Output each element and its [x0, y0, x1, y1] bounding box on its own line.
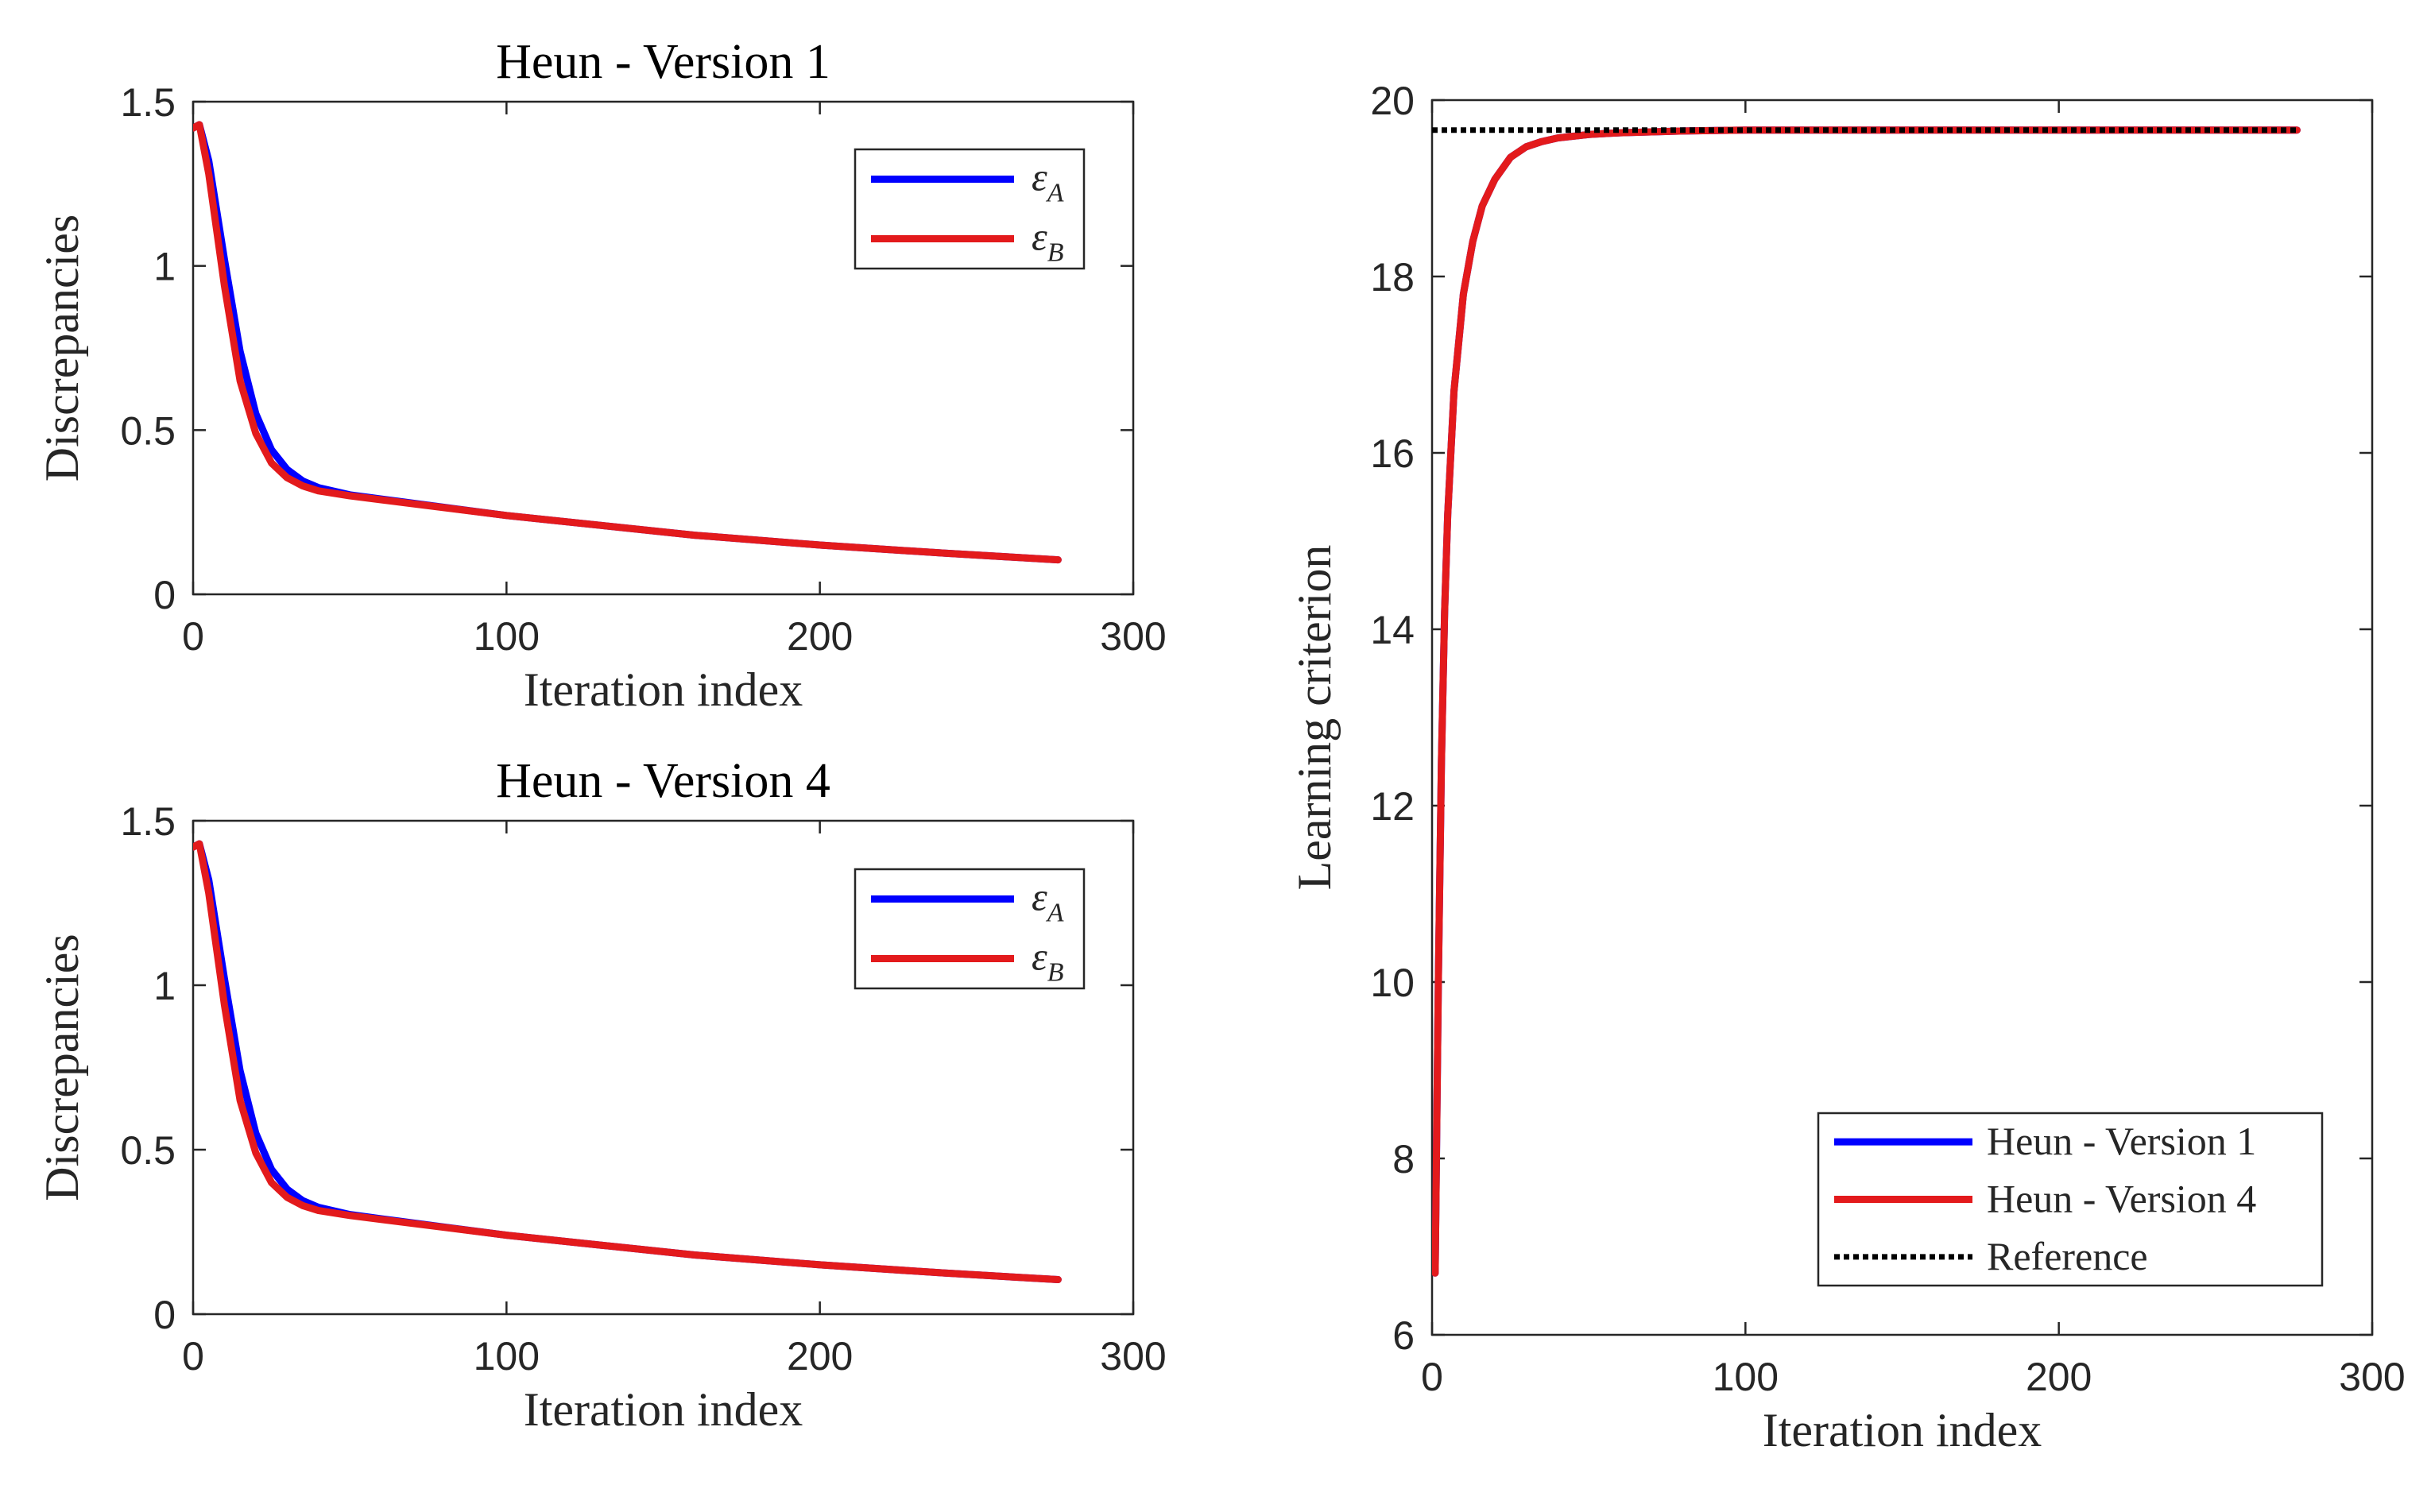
legend-label: Heun - Version 4 — [1987, 1177, 2256, 1221]
x-axis-label: Iteration index — [524, 1383, 803, 1436]
y-axis-label: Discrepancies — [36, 934, 88, 1201]
legend-symbol: ε — [1032, 934, 1047, 979]
legend-label: εA — [1032, 155, 1064, 208]
x-tick-label: 300 — [1100, 614, 1166, 659]
chart-title: Heun - Version 4 — [496, 754, 830, 808]
y-tick-label: 12 — [1370, 784, 1415, 829]
x-tick-label: 200 — [787, 1334, 853, 1379]
legend-box — [854, 868, 1086, 990]
axes-box — [192, 100, 1135, 596]
axes-box — [1430, 99, 2374, 1336]
y-tick-label: 8 — [1392, 1137, 1415, 1181]
x-tick-label: 100 — [474, 614, 540, 659]
series-line-epsilon-b — [193, 121, 1062, 564]
y-tick-label: 10 — [1370, 961, 1415, 1005]
x-tick-label: 0 — [182, 614, 204, 659]
legend-subscript: A — [1046, 899, 1064, 928]
y-tick-label: 1 — [153, 245, 176, 289]
y-tick-label: 20 — [1370, 79, 1415, 123]
legend-subscript: B — [1047, 958, 1064, 988]
y-tick-label: 0.5 — [120, 408, 176, 453]
y-tick-label: 0 — [153, 573, 176, 617]
legend-label: Reference — [1987, 1234, 2148, 1278]
x-tick-label: 200 — [787, 614, 853, 659]
chart-learning-criterion: 0 100 200 300 6 8 10 12 14 16 18 20 Iteration index L… — [1288, 79, 2406, 1456]
x-tick-label: 300 — [1100, 1334, 1166, 1379]
legend-label: εB — [1032, 215, 1064, 268]
legend-symbol: ε — [1032, 875, 1047, 919]
x-tick-label: 200 — [2026, 1355, 2092, 1399]
y-tick-label: 14 — [1370, 608, 1415, 652]
chart-title: Heun - Version 1 — [496, 35, 830, 89]
y-tick-label: 16 — [1370, 431, 1415, 476]
legend-box — [854, 148, 1086, 270]
x-tick-label: 0 — [182, 1334, 204, 1379]
x-tick-label: 0 — [1421, 1355, 1443, 1399]
y-tick-label: 1.5 — [120, 799, 176, 844]
x-tick-label: 100 — [474, 1334, 540, 1379]
legend-label: Heun - Version 1 — [1987, 1119, 2256, 1163]
x-axis-label: Iteration index — [524, 663, 803, 716]
y-tick-label: 0 — [153, 1293, 176, 1337]
legend-subscript: B — [1047, 238, 1064, 268]
y-tick-label: 1 — [153, 964, 176, 1008]
y-axis-label: Discrepancies — [36, 215, 88, 482]
chart-heun-version-4: 0 100 200 300 0 0.5 1 1.5 Heun - Version 4 Iterat… — [36, 754, 1167, 1436]
legend-label: εA — [1032, 875, 1064, 928]
y-tick-label: 1.5 — [120, 80, 176, 125]
series-line-epsilon-b — [193, 840, 1062, 1283]
legend-label: εB — [1032, 934, 1064, 988]
axes-box — [192, 819, 1135, 1316]
y-axis-label: Learning criterion — [1288, 545, 1341, 891]
x-axis-label: Iteration index — [1763, 1404, 2042, 1456]
x-tick-label: 100 — [1713, 1355, 1779, 1399]
x-tick-label: 300 — [2339, 1355, 2405, 1399]
legend-subscript: A — [1046, 179, 1064, 208]
legend-symbol: ε — [1032, 215, 1047, 259]
y-tick-label: 18 — [1370, 255, 1415, 300]
chart-heun-version-1: 0 100 200 300 0 0.5 1 1.5 Heun - Version 1 Iterat… — [36, 35, 1167, 716]
legend-symbol: ε — [1032, 155, 1047, 199]
y-tick-label: 6 — [1392, 1313, 1415, 1358]
legend: Heun - Version 1 Heun - Version 4 Referenc… — [1817, 1112, 2324, 1287]
y-tick-label: 0.5 — [120, 1128, 176, 1173]
